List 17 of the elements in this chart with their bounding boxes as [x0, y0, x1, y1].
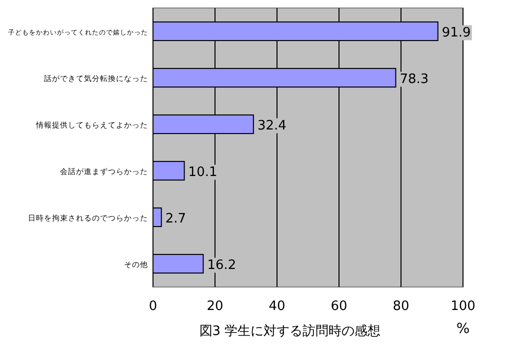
- data-label: 16.2: [207, 258, 236, 273]
- x-tick-label: 60: [330, 299, 348, 314]
- bar: [152, 207, 162, 228]
- bar: [152, 254, 204, 274]
- data-label: 32.4: [257, 118, 286, 134]
- x-tick-label: 40: [268, 299, 286, 314]
- x-tick-label: 80: [392, 299, 410, 314]
- data-label: 78.3: [400, 72, 429, 87]
- text: 図3 学生に対する訪問時の感想: [199, 323, 381, 339]
- x-tick-label: 20: [206, 299, 224, 314]
- data-label: 91.9: [442, 25, 471, 40]
- bar: [152, 160, 185, 181]
- x-tick-label: 100: [450, 299, 476, 314]
- x-axis-title: %: [456, 321, 470, 337]
- data-label: 10.1: [188, 164, 218, 180]
- x-tick-label: 0: [148, 299, 158, 314]
- data-label: 2.7: [165, 211, 186, 226]
